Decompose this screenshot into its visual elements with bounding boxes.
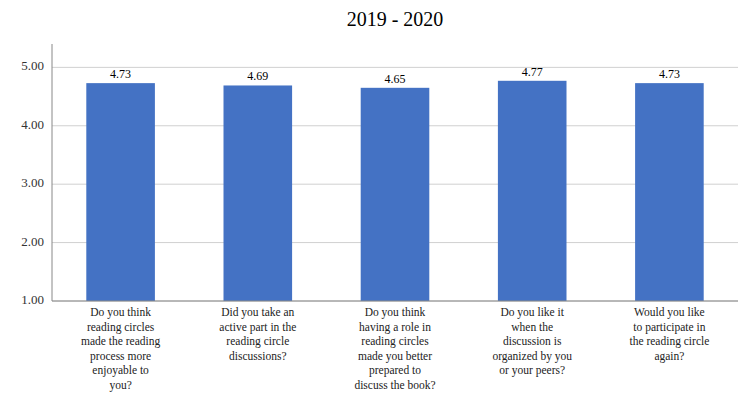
title: 2019 - 2020 (347, 8, 444, 30)
data-label: 4.73 (110, 67, 131, 81)
y-tick-label: 3.00 (21, 175, 44, 190)
x-axis: Do you thinkreading circlesmade the read… (81, 306, 709, 392)
bar (361, 88, 430, 301)
grid (52, 67, 738, 301)
x-axis-line (52, 301, 738, 302)
bars (86, 81, 703, 301)
data-labels: 4.73 4.69 4.65 4.77 4.73 (110, 65, 680, 86)
bar (86, 83, 155, 301)
x-tick-label: Do you thinkreading circlesmade the read… (81, 306, 160, 392)
x-tick-label: Do you thinkhaving a role inreading circ… (354, 306, 435, 391)
grid-line (52, 301, 738, 302)
data-label: 4.77 (522, 65, 543, 79)
y-axis: 1.00 2.00 3.00 4.00 5.00 (21, 44, 52, 307)
x-tick-label: Would you liketo participate inthe readi… (629, 306, 709, 363)
y-tick-label: 5.00 (21, 58, 44, 73)
bar (498, 81, 567, 301)
bar (635, 83, 704, 301)
bar (224, 85, 293, 301)
y-tick-label: 2.00 (21, 234, 44, 249)
chart: 2019 - 20201.002.003.004.005.004.734.694… (0, 0, 752, 405)
y-tick-label: 4.00 (21, 117, 44, 132)
x-tick-label: Do you like itwhen thediscussion isorgan… (492, 306, 572, 377)
grid-line (52, 67, 738, 68)
y-axis-line (52, 44, 53, 301)
data-label: 4.69 (247, 69, 268, 83)
data-label: 4.73 (659, 67, 680, 81)
chart-container: 2019 - 20201.002.003.004.005.004.734.694… (0, 0, 752, 405)
data-label: 4.65 (385, 72, 406, 86)
x-tick-label: Did you take anactive part in thereading… (219, 306, 296, 362)
y-tick-label: 1.00 (21, 292, 44, 307)
